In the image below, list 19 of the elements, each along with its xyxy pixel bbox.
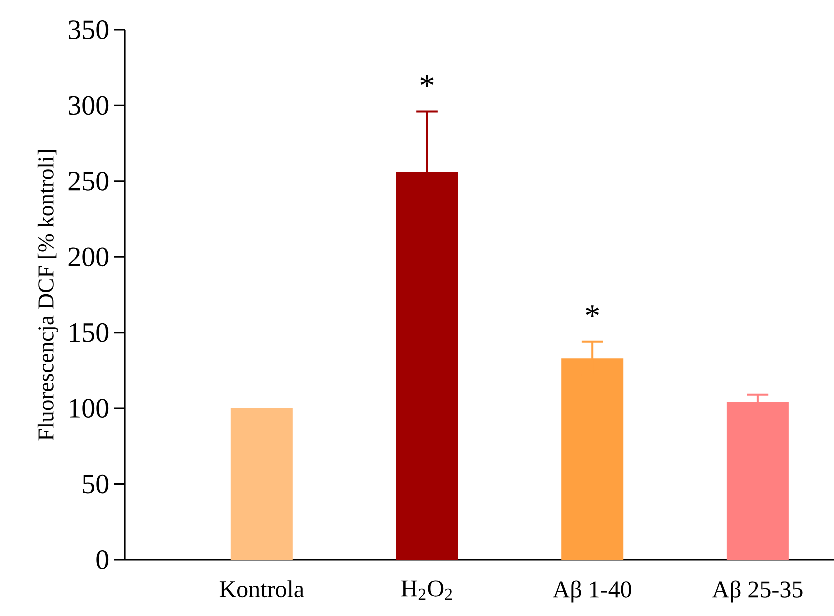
bar bbox=[230, 408, 293, 560]
annotation: * bbox=[420, 75, 434, 88]
bar bbox=[726, 402, 789, 560]
y-tick-label: 0 bbox=[96, 550, 109, 570]
y-tick-label: 350 bbox=[68, 20, 109, 40]
y-tick-label: 50 bbox=[83, 474, 109, 494]
x-tick-label: Aβ 1-40 bbox=[553, 580, 632, 603]
y-tick-label: 150 bbox=[70, 323, 109, 342]
y-axis-title: Fluorescencja DCF [% kontroli] bbox=[38, 150, 58, 441]
y-tick-label: 250 bbox=[68, 172, 109, 191]
bar bbox=[562, 358, 624, 560]
x-tick-label: Kontrola bbox=[220, 580, 304, 598]
bar bbox=[396, 172, 458, 560]
y-tick-label: 300 bbox=[68, 96, 109, 116]
annotation: * bbox=[586, 306, 600, 318]
y-tick-label: 100 bbox=[70, 399, 109, 418]
x-tick-label: Aβ 25-35 bbox=[712, 580, 803, 603]
y-tick-label: 200 bbox=[68, 248, 109, 267]
x-tick-label: H$_{2}$O$_{2}$ bbox=[402, 580, 452, 600]
